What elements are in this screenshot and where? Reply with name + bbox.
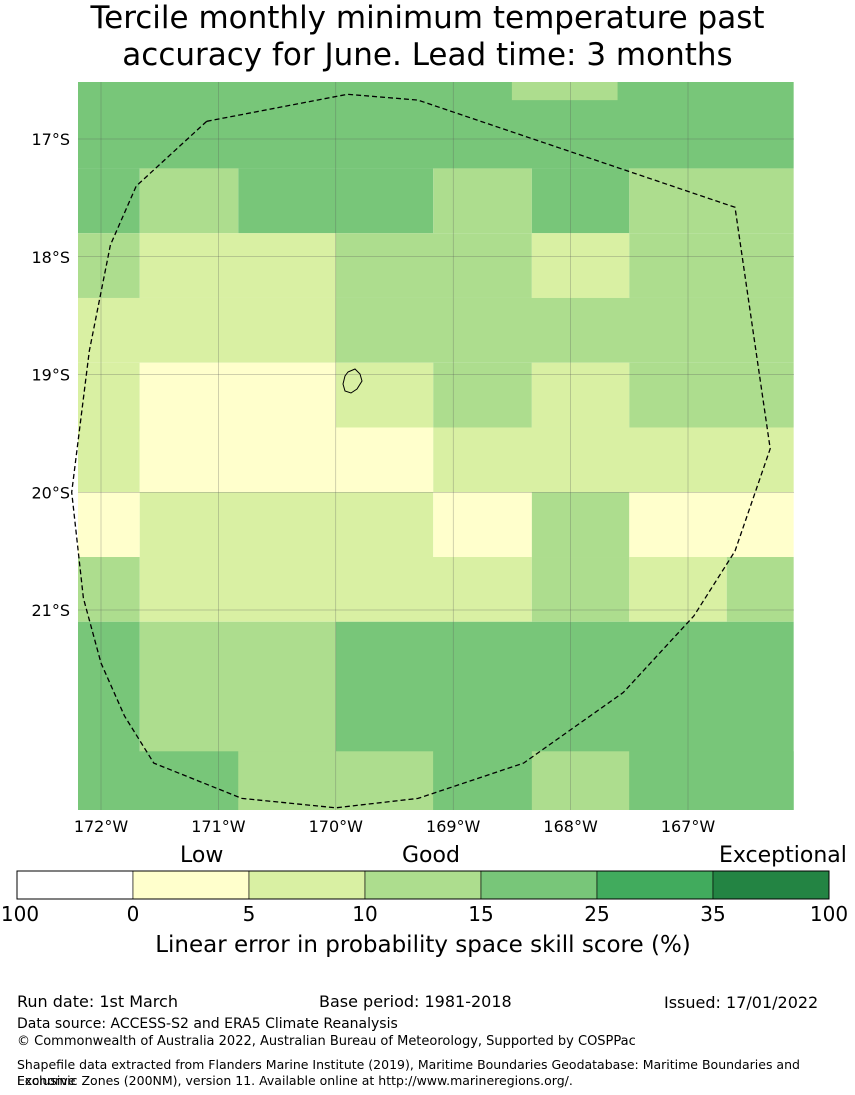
colorbar-swatch	[16, 870, 134, 900]
latitude-label: 20°S	[31, 483, 70, 502]
eez-boundary	[71, 93, 771, 809]
colorbar	[16, 870, 830, 900]
skill-cells	[78, 82, 794, 810]
colorbar-frame	[16, 870, 830, 900]
skill-cell	[433, 751, 532, 810]
skill-cell	[78, 557, 140, 622]
latitude-label: 18°S	[31, 248, 70, 267]
colorbar-tick: 100	[809, 902, 849, 926]
skill-cell	[629, 492, 794, 558]
latitude-label: 19°S	[31, 366, 70, 385]
data-source: Data source: ACCESS-S2 and ERA5 Climate …	[17, 1016, 398, 1032]
skill-cell	[629, 168, 794, 234]
colorbar-tick: 5	[242, 902, 256, 926]
skill-cell	[531, 233, 630, 298]
issued-date: Issued: 17/01/2022	[664, 993, 819, 1012]
title-line-2: accuracy for June. Lead time: 3 months	[122, 37, 733, 73]
colorbar-swatch	[248, 870, 366, 900]
island-outline	[342, 368, 363, 394]
colorbar-swatch	[596, 870, 714, 900]
skill-cell	[335, 362, 434, 428]
skill-cell	[629, 362, 794, 428]
skill-cell	[511, 82, 618, 101]
colorbar-tick: 0	[126, 902, 140, 926]
chart-title: Tercile monthly minimum temperature past…	[0, 0, 855, 74]
skill-cell	[78, 168, 140, 234]
skill-cell	[139, 233, 336, 298]
colorbar-tick: 35	[700, 902, 726, 926]
skill-cell	[433, 168, 532, 234]
colorbar-tick: 25	[584, 902, 610, 926]
colorbar-swatch	[712, 870, 830, 900]
skill-cell	[531, 168, 630, 234]
skill-map: 17°S 18°S 19°S 20°S 21°S 172°W 171°W 170°W 169°…	[31, 82, 794, 836]
skill-cell	[139, 168, 239, 234]
skill-cell	[531, 751, 630, 810]
colorbar-category-exceptional: Exceptional	[719, 843, 847, 868]
longitude-label: 172°W	[74, 817, 129, 836]
skill-cell	[531, 492, 630, 558]
skill-cell	[335, 233, 532, 298]
shapefile-credit-line-2: Economic Zones (200NM), version 11. Avai…	[17, 1073, 573, 1088]
skill-cell	[531, 362, 630, 428]
skill-cell	[78, 297, 336, 363]
longitude-label: 171°W	[191, 817, 246, 836]
longitude-label: 168°W	[543, 817, 598, 836]
latitude-label: 17°S	[31, 130, 70, 149]
skill-cell	[726, 557, 794, 622]
skill-cell	[433, 362, 532, 428]
latitude-label: 21°S	[31, 601, 70, 620]
skill-cell	[629, 233, 794, 298]
skill-cell	[335, 297, 794, 363]
skill-cell	[78, 427, 140, 493]
colorbar-category-good: Good	[402, 843, 460, 868]
colorbar-tick: 15	[468, 902, 494, 926]
skill-cell	[78, 751, 239, 810]
shapefile-credit-line-1: Shapefile data extracted from Flanders M…	[17, 1057, 800, 1088]
skill-cell	[139, 362, 336, 428]
longitude-label: 170°W	[309, 817, 364, 836]
copyright: © Commonwealth of Australia 2022, Austra…	[17, 1034, 636, 1049]
skill-cell	[629, 751, 794, 810]
colorbar-swatch	[480, 870, 598, 900]
colorbar-tick: 100	[0, 902, 40, 926]
skill-cell	[433, 492, 532, 558]
skill-cell	[629, 557, 727, 622]
title-line-1: Tercile monthly minimum temperature past	[90, 0, 765, 36]
latitude-labels: 17°S 18°S 19°S 20°S 21°S	[31, 130, 70, 620]
run-date: Run date: 1st March	[17, 992, 178, 1011]
skill-cell	[78, 82, 794, 169]
colorbar-tick: 10	[352, 902, 378, 926]
colorbar-category-low: Low	[180, 843, 224, 868]
base-period: Base period: 1981-2018	[319, 992, 512, 1011]
skill-cell	[139, 492, 434, 558]
skill-cell	[78, 492, 140, 558]
graticule	[78, 82, 794, 810]
longitude-label: 167°W	[661, 817, 716, 836]
skill-cell	[78, 233, 140, 298]
colorbar-swatch	[364, 870, 482, 900]
skill-cell	[531, 557, 630, 622]
skill-cell	[433, 427, 794, 493]
skill-cell	[139, 427, 434, 493]
colorbar-swatch	[132, 870, 250, 900]
longitude-label: 169°W	[426, 817, 481, 836]
skill-cell	[78, 362, 140, 428]
colorbar-label: Linear error in probability space skill …	[155, 932, 691, 958]
longitude-labels: 172°W 171°W 170°W 169°W 168°W 167°W	[74, 817, 716, 836]
